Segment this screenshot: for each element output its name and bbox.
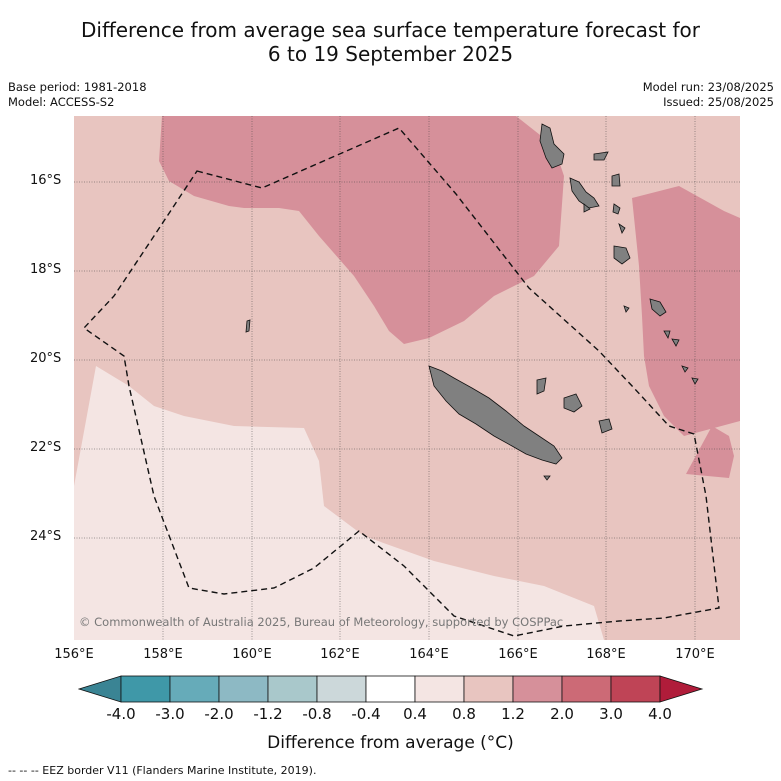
anomaly-high-region-east — [632, 186, 740, 436]
colorbar-bin — [463, 675, 514, 703]
colorbar-tick-label: 4.0 — [648, 705, 672, 723]
lon-label-156e: 156°E — [54, 647, 94, 662]
colorbar-tick-label: 2.0 — [550, 705, 574, 723]
lon-label-162e: 162°E — [320, 647, 360, 662]
colorbar-bin — [169, 675, 220, 703]
metadata-right: Model run: 23/08/2025 Issued: 25/08/2025 — [643, 80, 774, 110]
colorbar-tick-label: 3.0 — [599, 705, 623, 723]
colorbar-tick-label: -0.8 — [302, 705, 332, 723]
colorbar — [78, 675, 704, 703]
lon-label-164e: 164°E — [409, 647, 449, 662]
metadata-left: Base period: 1981-2018 Model: ACCESS-S2 — [8, 80, 147, 110]
colorbar-under-arrow — [78, 675, 122, 703]
lon-label-166e: 166°E — [498, 647, 538, 662]
colorbar-bin — [316, 675, 367, 703]
eez-border — [82, 127, 720, 637]
title-line-1: Difference from average sea surface temp… — [80, 18, 700, 42]
map-gridlines — [74, 116, 740, 640]
colorbar-bin — [120, 675, 171, 703]
model-name: Model: ACCESS-S2 — [8, 95, 115, 109]
lat-label-22s: 22°S — [30, 440, 62, 455]
lat-label-16s: 16°S — [30, 173, 62, 188]
colorbar-tick-label: 0.4 — [403, 705, 427, 723]
colorbar-bin — [610, 675, 661, 703]
loyalty-island-2 — [598, 418, 613, 434]
land-masses — [245, 123, 699, 481]
colorbar-tick-label: 0.8 — [452, 705, 476, 723]
chesterfield-reef — [245, 319, 251, 333]
eez-footnote: -- -- -- EEZ border V11 (Flanders Marine… — [8, 764, 317, 777]
lon-label-158e: 158°E — [143, 647, 183, 662]
anomaly-high-region-southeast — [686, 426, 734, 478]
colorbar-bin — [218, 675, 269, 703]
colorbar-bin — [267, 675, 318, 703]
colorbar-tick-label: -4.0 — [106, 705, 136, 723]
colorbar-tick-label: -1.2 — [253, 705, 283, 723]
lon-label-170e: 170°E — [675, 647, 715, 662]
lat-label-20s: 20°S — [30, 351, 62, 366]
issued-date: Issued: 25/08/2025 — [663, 95, 774, 109]
anomaly-low-region — [74, 366, 604, 640]
loyalty-island-3 — [536, 377, 547, 395]
base-period: Base period: 1981-2018 — [8, 80, 147, 94]
new-caledonia — [428, 365, 563, 465]
vanuatu-small-islands — [543, 203, 699, 481]
vanuatu-pentecost — [611, 173, 621, 187]
vanuatu-efate — [613, 245, 631, 265]
colorbar-bin — [512, 675, 563, 703]
colorbar-tick-label: -2.0 — [204, 705, 234, 723]
lon-label-168e: 168°E — [586, 647, 626, 662]
vanuatu-espiritu-santo — [539, 123, 565, 169]
colorbar-tick-label: -3.0 — [155, 705, 185, 723]
colorbar-bin — [561, 675, 612, 703]
vanuatu-erromango — [649, 298, 667, 317]
lat-label-18s: 18°S — [30, 262, 62, 277]
colorbar-title: Difference from average (°C) — [267, 733, 514, 753]
vanuatu-malakula — [569, 177, 600, 209]
title-line-2: 6 to 19 September 2025 — [267, 42, 514, 66]
colorbar-over-arrow — [659, 675, 704, 703]
model-run: Model run: 23/08/2025 — [642, 80, 774, 94]
lon-label-160e: 160°E — [232, 647, 272, 662]
lat-label-24s: 24°S — [30, 529, 62, 544]
vanuatu-ambrym — [593, 151, 609, 161]
colorbar-bin — [414, 675, 465, 703]
colorbar-tick-label: -0.4 — [351, 705, 381, 723]
sst-anomaly-map: © Commonwealth of Australia 2025, Bureau… — [74, 116, 740, 640]
loyalty-island-1 — [563, 393, 583, 413]
colorbar-bin — [365, 675, 416, 703]
copyright-notice: © Commonwealth of Australia 2025, Bureau… — [79, 615, 563, 629]
map-title: Difference from average sea surface temp… — [0, 18, 781, 66]
colorbar-tick-label: 1.2 — [501, 705, 525, 723]
anomaly-high-region-north — [159, 116, 564, 344]
